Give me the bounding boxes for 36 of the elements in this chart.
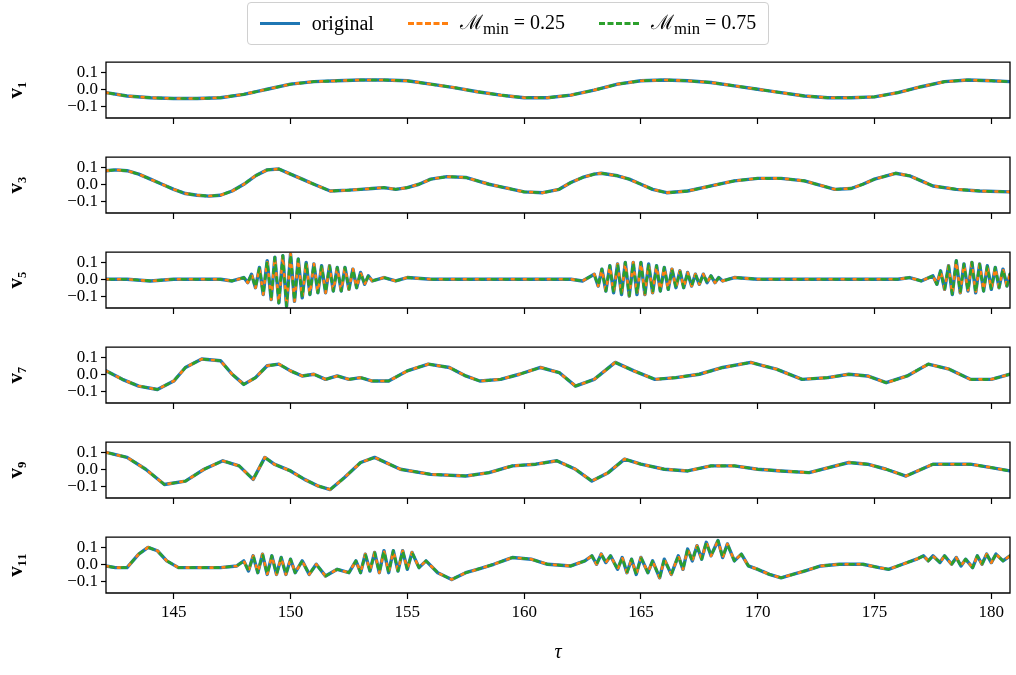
y-tick-label: 0.0: [76, 78, 98, 98]
y-tick-label: 0.1: [76, 156, 98, 176]
x-tick-label: 155: [394, 601, 421, 621]
y-axis-title: v₉: [3, 461, 28, 479]
y-axis-title: v₁₁: [3, 553, 28, 577]
y-tick-label: −0.1: [67, 475, 98, 495]
y-tick-label: 0.0: [76, 173, 98, 193]
y-tick-label: 0.1: [76, 441, 98, 461]
x-axis-title: τ: [554, 640, 563, 663]
y-tick-label: 0.0: [76, 553, 98, 573]
y-tick-label: 0.1: [76, 61, 98, 81]
y-tick-label: 0.1: [76, 346, 98, 366]
y-axis-title: v₁: [3, 81, 28, 99]
y-tick-label: 0.0: [76, 363, 98, 383]
y-tick-label: −0.1: [67, 190, 98, 210]
x-tick-label: 180: [978, 601, 1005, 621]
y-tick-label: 0.1: [76, 251, 98, 271]
x-tick-label: 170: [744, 601, 771, 621]
y-tick-label: −0.1: [67, 380, 98, 400]
x-tick-label: 150: [277, 601, 304, 621]
legend-label: ℳ$_{min}$ = 0.75: [651, 10, 757, 39]
y-tick-label: −0.1: [67, 95, 98, 115]
legend-label: ℳ$_{min}$ = 0.25: [459, 10, 566, 39]
y-axis-title: v₇: [3, 366, 28, 384]
y-tick-label: 0.0: [76, 268, 98, 288]
x-tick-label: 165: [628, 601, 654, 621]
x-tick-label: 175: [861, 601, 888, 621]
x-tick-label: 160: [511, 601, 537, 621]
x-tick-label: 145: [160, 601, 187, 621]
y-tick-label: 0.1: [76, 536, 98, 556]
legend-label: original: [311, 12, 374, 35]
y-axis-title: v₅: [3, 271, 28, 289]
y-tick-label: −0.1: [67, 285, 98, 305]
y-tick-label: 0.0: [76, 458, 98, 478]
y-axis-title: v₃: [3, 176, 28, 194]
y-tick-label: −0.1: [67, 570, 98, 590]
